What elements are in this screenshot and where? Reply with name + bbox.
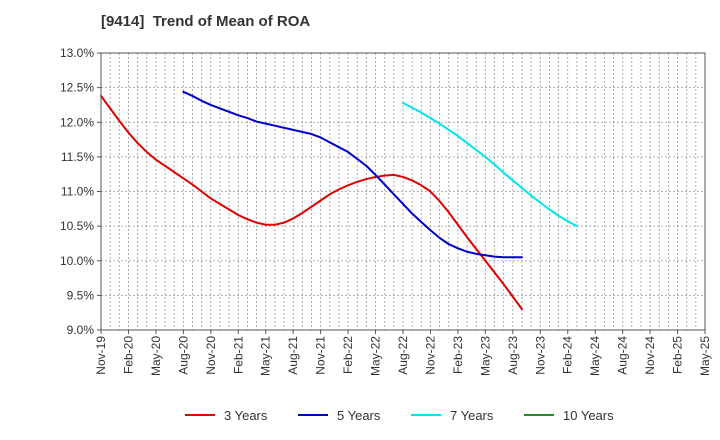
y-tick-label: 10.5% — [60, 219, 94, 233]
y-tick-label: 11.0% — [61, 185, 94, 199]
series-line-7-years — [402, 101, 578, 228]
x-tick-label: Nov-24 — [643, 336, 657, 375]
y-tick-label: 12.5% — [60, 81, 94, 95]
x-tick-label: Nov-19 — [94, 336, 108, 375]
axes: 9.0% 9.5% 10.0% 10.5% 11.0% 11.5% 12.0% 12.5% 13… — [60, 46, 712, 376]
x-tick-label: Feb-20 — [121, 336, 135, 374]
chart-title: [9414] Trend of Mean of ROA — [101, 13, 311, 30]
legend-label-7-years: 7 Years — [450, 408, 494, 423]
series-line-5-years — [182, 90, 523, 259]
x-tick-label: Aug-21 — [286, 336, 300, 375]
x-tick-label: Aug-23 — [506, 336, 520, 375]
y-tick-label: 12.0% — [60, 115, 94, 129]
y-tick-label: 10.0% — [60, 254, 94, 268]
y-tick-label: 11.5% — [61, 150, 94, 164]
x-tick-label: Aug-24 — [616, 336, 630, 375]
y-tick-label: 9.0% — [67, 323, 95, 337]
x-tick-label: May-24 — [588, 336, 602, 376]
x-tick-label: Feb-24 — [561, 336, 575, 374]
x-tick-label: May-20 — [149, 336, 163, 376]
x-tick-label: Nov-22 — [423, 336, 437, 375]
x-tick-label: May-23 — [478, 336, 492, 376]
legend-label-3-years: 3 Years — [224, 408, 268, 423]
x-tick-label: May-25 — [698, 336, 712, 376]
y-tick-label: 13.0% — [60, 46, 94, 60]
x-tick-label: Nov-20 — [204, 336, 218, 375]
series-line-3-years — [100, 94, 523, 311]
x-tick-label: Feb-25 — [671, 336, 685, 374]
x-tick-label: Feb-23 — [451, 336, 465, 374]
x-tick-label: Feb-21 — [231, 336, 245, 374]
x-tick-label: Feb-22 — [341, 336, 355, 374]
legend: 3 Years 5 Years 7 Years 10 Years — [185, 408, 614, 423]
series-lines — [100, 90, 578, 311]
x-tick-label: Aug-20 — [176, 336, 190, 375]
x-tick-label: May-22 — [369, 336, 383, 376]
legend-label-10-years: 10 Years — [563, 408, 614, 423]
x-tick-label: Aug-22 — [396, 336, 410, 375]
x-tick-label: Nov-21 — [314, 336, 328, 375]
x-tick-label: May-21 — [259, 336, 273, 376]
x-tick-label: Nov-23 — [533, 336, 547, 375]
legend-label-5-years: 5 Years — [337, 408, 381, 423]
y-tick-label: 9.5% — [67, 288, 95, 302]
